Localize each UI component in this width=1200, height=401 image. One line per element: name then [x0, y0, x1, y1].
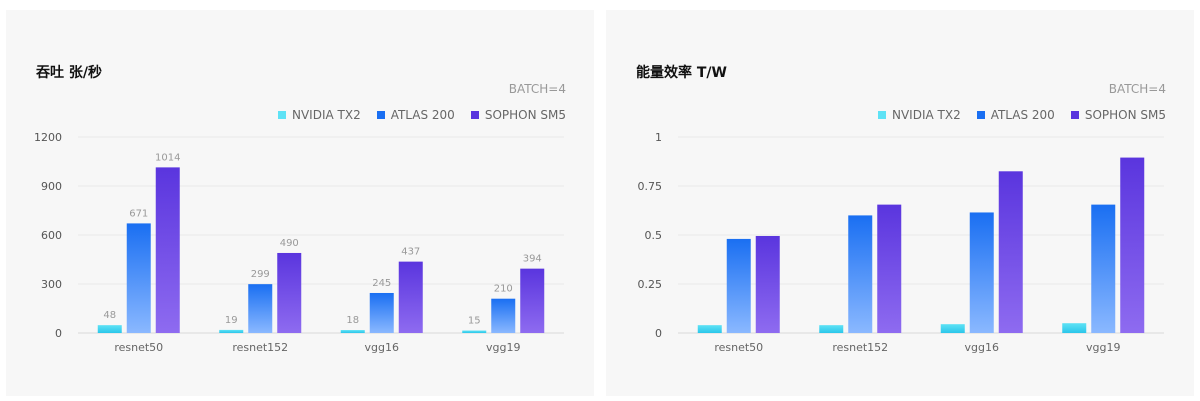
x-tick-label: vgg19	[486, 341, 520, 354]
legend-label: NVIDIA TX2	[891, 108, 961, 122]
y-tick-label: 1	[655, 131, 662, 144]
data-label: 394	[523, 254, 542, 265]
legend-swatch	[976, 111, 985, 119]
chart-legend: NVIDIA TX2 ATLAS 200 SOPHON SM5	[877, 108, 1166, 122]
legend-label: SOPHON SM5	[484, 108, 566, 122]
legend-swatch	[877, 111, 886, 119]
bar-tx2-vgg19[interactable]	[462, 330, 487, 333]
bar-sophon-sm5-vgg16[interactable]	[998, 171, 1023, 333]
bar-sophon-sm5-vgg19[interactable]	[520, 268, 545, 333]
legend-swatch	[470, 111, 479, 119]
x-tick-label: resnet50	[114, 341, 163, 354]
bar-tx2-resnet50[interactable]	[697, 325, 722, 333]
legend-item-atlas[interactable]: ATLAS 200	[976, 108, 1055, 122]
bar-atlas-200-resnet152[interactable]	[248, 284, 273, 333]
y-tick-label: 900	[41, 180, 62, 193]
batch-label: BATCH=4	[1108, 82, 1166, 96]
bar-tx2-resnet50[interactable]	[97, 325, 122, 333]
legend-swatch	[376, 111, 385, 119]
legend-label: SOPHON SM5	[1084, 108, 1166, 122]
legend-swatch	[277, 111, 286, 119]
y-tick-label: 600	[41, 229, 62, 242]
data-label: 15	[468, 316, 481, 327]
data-label: 1014	[155, 152, 180, 163]
legend-item-sophon[interactable]: SOPHON SM5	[1070, 108, 1166, 122]
x-tick-label: vgg16	[965, 341, 999, 354]
bar-atlas-200-resnet50[interactable]	[726, 238, 751, 333]
data-label: 245	[372, 278, 391, 289]
legend-item-tx2[interactable]: NVIDIA TX2	[277, 108, 361, 122]
bar-sophon-sm5-resnet152[interactable]	[877, 204, 902, 333]
bar-sophon-sm5-resnet50[interactable]	[155, 167, 180, 333]
bar-sophon-sm5-resnet50[interactable]	[755, 235, 780, 333]
legend-item-sophon[interactable]: SOPHON SM5	[470, 108, 566, 122]
y-tick-label: 0	[55, 327, 62, 340]
bar-tx2-resnet152[interactable]	[819, 325, 844, 333]
y-tick-label: 0.25	[638, 278, 663, 291]
bar-tx2-resnet152[interactable]	[219, 329, 244, 333]
x-tick-label: vgg19	[1086, 341, 1120, 354]
chart-title: 吞吐 张/秒	[36, 65, 102, 81]
y-tick-label: 0	[655, 327, 662, 340]
x-tick-label: vgg16	[365, 341, 399, 354]
legend-item-atlas[interactable]: ATLAS 200	[376, 108, 455, 122]
chart-title: 能量效率 T/W	[636, 65, 727, 81]
data-label: 490	[280, 238, 299, 249]
data-label: 671	[129, 208, 148, 219]
y-tick-label: 0.75	[638, 180, 663, 193]
y-tick-label: 1200	[34, 131, 62, 144]
bar-atlas-200-vgg16[interactable]	[969, 212, 994, 333]
bar-atlas-200-vgg19[interactable]	[491, 298, 516, 333]
legend-item-tx2[interactable]: NVIDIA TX2	[877, 108, 961, 122]
bar-atlas-200-resnet152[interactable]	[848, 215, 873, 333]
bar-atlas-200-vgg16[interactable]	[369, 292, 394, 333]
bar-atlas-200-vgg19[interactable]	[1091, 204, 1116, 333]
data-label: 437	[401, 247, 420, 258]
throughput-bar-chart: 0 300 600 900 1200 resnet50 48 671 1014 resnet152…	[34, 131, 564, 354]
throughput-chart-panel: 吞吐 张/秒 BATCH=4 NVIDIA TX2 ATLAS 200 SOPH…	[6, 10, 594, 396]
bar-tx2-vgg16[interactable]	[940, 324, 965, 333]
efficiency-chart-panel: 能量效率 T/W BATCH=4 NVIDIA TX2 ATLAS 200 SO…	[606, 10, 1194, 396]
legend-label: ATLAS 200	[390, 108, 455, 122]
x-tick-label: resnet50	[714, 341, 763, 354]
bar-tx2-vgg16[interactable]	[340, 330, 365, 333]
data-label: 19	[225, 315, 238, 326]
legend-swatch	[1070, 111, 1079, 119]
efficiency-bar-chart: 0 0.25 0.5 0.75 1 resnet50 resnet152 vgg16 vgg19	[638, 131, 1164, 354]
data-label: 18	[346, 315, 359, 326]
x-tick-label: resnet152	[832, 341, 888, 354]
legend-label: ATLAS 200	[990, 108, 1055, 122]
bar-atlas-200-resnet50[interactable]	[126, 223, 151, 333]
data-label: 210	[494, 284, 513, 295]
bar-sophon-sm5-resnet152[interactable]	[277, 252, 302, 333]
legend-label: NVIDIA TX2	[291, 108, 361, 122]
y-tick-label: 0.5	[645, 229, 663, 242]
bar-tx2-vgg19[interactable]	[1062, 323, 1087, 333]
batch-label: BATCH=4	[508, 82, 566, 96]
bar-sophon-sm5-vgg19[interactable]	[1120, 157, 1145, 333]
x-tick-label: resnet152	[232, 341, 288, 354]
y-tick-label: 300	[41, 278, 62, 291]
data-label: 48	[103, 310, 116, 321]
data-label: 299	[251, 269, 270, 280]
bar-sophon-sm5-vgg16[interactable]	[398, 261, 423, 333]
chart-legend: NVIDIA TX2 ATLAS 200 SOPHON SM5	[277, 108, 566, 122]
